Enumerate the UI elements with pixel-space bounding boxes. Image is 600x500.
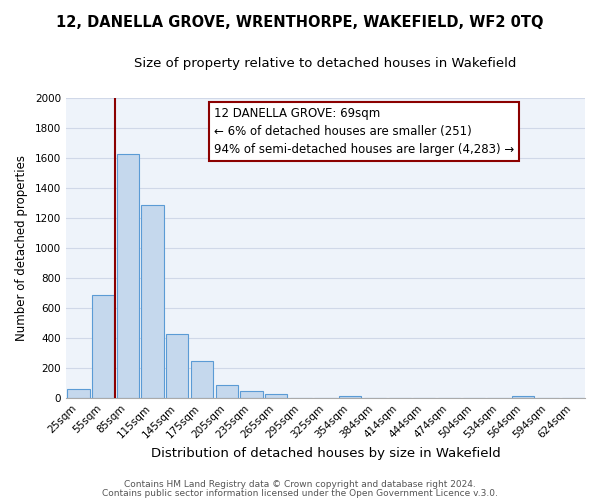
Y-axis label: Number of detached properties: Number of detached properties [15,155,28,341]
X-axis label: Distribution of detached houses by size in Wakefield: Distribution of detached houses by size … [151,447,500,460]
Title: Size of property relative to detached houses in Wakefield: Size of property relative to detached ho… [134,58,517,70]
Text: 12 DANELLA GROVE: 69sqm
← 6% of detached houses are smaller (251)
94% of semi-de: 12 DANELLA GROVE: 69sqm ← 6% of detached… [214,107,514,156]
Text: Contains HM Land Registry data © Crown copyright and database right 2024.: Contains HM Land Registry data © Crown c… [124,480,476,489]
Bar [142,206,164,398]
Bar [339,396,361,398]
Bar [240,391,263,398]
Bar [191,361,213,399]
Bar [117,154,139,398]
Bar [92,294,114,399]
Text: 12, DANELLA GROVE, WRENTHORPE, WAKEFIELD, WF2 0TQ: 12, DANELLA GROVE, WRENTHORPE, WAKEFIELD… [56,15,544,30]
Bar [166,334,188,398]
Bar [215,385,238,398]
Bar [512,396,535,398]
Text: Contains public sector information licensed under the Open Government Licence v.: Contains public sector information licen… [102,488,498,498]
Bar [265,394,287,398]
Bar [67,388,89,398]
